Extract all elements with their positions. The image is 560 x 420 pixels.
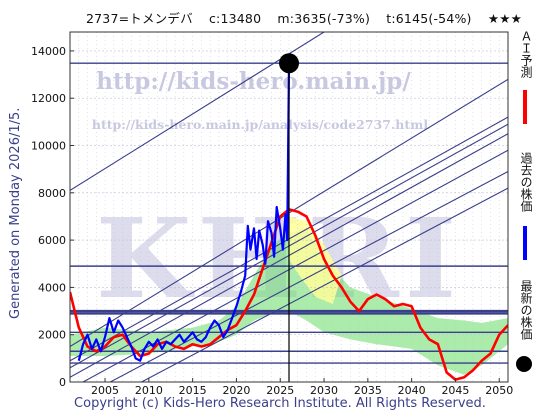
y-tick-label: 14000 [31, 45, 66, 58]
x-tick-label: 2020 [222, 384, 250, 397]
latest-price-dot [279, 53, 299, 74]
y-tick-label: 12000 [31, 92, 66, 105]
x-tick-label: 2030 [310, 384, 338, 397]
current-price: c:13480 [208, 11, 262, 26]
rating-stars: ★★★ [487, 11, 523, 26]
y-tick-label: 8000 [38, 187, 66, 200]
legend-latest-dot [516, 356, 532, 372]
legend-past-price-swatch [523, 226, 527, 260]
x-tick-label: 2005 [91, 384, 119, 397]
y-tick-label: 2000 [38, 329, 66, 342]
copyright: Copyright (c) Kids-Hero Research Institu… [74, 396, 486, 411]
y-tick-label: 0 [59, 376, 66, 389]
chart-header: 2737=トメンデバ c:13480 m:3635(-73%) t:6145(-… [86, 8, 534, 27]
y-tick-label: 6000 [38, 234, 66, 247]
y-tick-label: 4000 [38, 281, 66, 294]
minimum-price: m:3635(-73%) [277, 11, 371, 26]
legend-latest-price-label: 最新の株価 [519, 280, 533, 340]
x-tick-label: 2015 [179, 384, 207, 397]
legend-ai-forecast: ＡＩ予測 [514, 30, 554, 150]
watermark-url-analysis: http://kids-hero.main.jp/analysis/code27… [92, 117, 428, 132]
stock-code-name: 2737=トメンデバ [86, 11, 193, 26]
generated-date: Generated on Monday 2026/1/5. [8, 107, 23, 319]
legend: ＡＩ予測 過去の株価 最新の株価 [514, 30, 554, 390]
legend-past-price: 過去の株価 [514, 152, 554, 262]
legend-latest-price: 最新の株価 [514, 280, 554, 390]
x-tick-label: 2050 [485, 384, 513, 397]
target-price: t:6145(-54%) [386, 11, 472, 26]
legend-past-price-label: 過去の株価 [519, 152, 533, 212]
x-tick-label: 2040 [398, 384, 426, 397]
plot-frame [69, 31, 509, 383]
x-tick-label: 2025 [266, 384, 294, 397]
legend-ai-forecast-label: ＡＩ予測 [519, 30, 533, 78]
past-price-line [77, 63, 291, 362]
watermark-url-main: http://kids-hero.main.jp/ [96, 68, 411, 95]
y-tick-label: 10000 [31, 140, 66, 153]
x-tick-label: 2010 [135, 384, 163, 397]
x-tick-label: 2045 [441, 384, 469, 397]
x-tick-label: 2035 [354, 384, 382, 397]
legend-ai-forecast-swatch [523, 90, 527, 124]
